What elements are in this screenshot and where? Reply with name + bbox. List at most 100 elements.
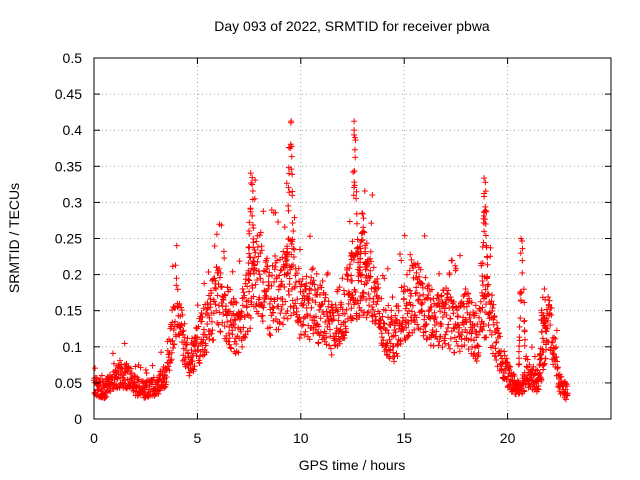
data-point <box>232 317 239 324</box>
data-point <box>360 224 367 231</box>
data-point <box>461 291 468 298</box>
data-point <box>370 306 377 313</box>
data-point <box>304 295 311 302</box>
data-point <box>368 312 375 319</box>
data-point <box>427 342 434 349</box>
data-point <box>279 254 286 261</box>
data-point <box>471 351 478 358</box>
data-point <box>484 261 491 268</box>
data-point <box>213 231 220 238</box>
data-point <box>445 321 452 328</box>
data-point <box>310 330 317 337</box>
data-point <box>245 297 252 304</box>
data-point <box>371 288 378 295</box>
data-point <box>268 206 275 213</box>
data-point <box>532 366 539 373</box>
data-point <box>211 298 218 305</box>
data-point <box>295 265 302 272</box>
data-point <box>483 334 490 341</box>
data-point <box>517 250 524 257</box>
data-point <box>492 345 499 352</box>
data-point <box>208 330 215 337</box>
data-point <box>547 322 554 329</box>
data-point <box>379 272 386 279</box>
data-point <box>521 336 528 343</box>
data-point <box>300 315 307 322</box>
data-point <box>421 312 428 319</box>
data-point <box>255 253 262 260</box>
data-point <box>366 274 373 281</box>
data-point <box>260 208 267 215</box>
data-point <box>442 331 449 338</box>
data-point <box>214 292 221 299</box>
data-point <box>435 291 442 298</box>
data-point <box>379 334 386 341</box>
data-point <box>444 294 451 301</box>
data-point <box>256 232 263 239</box>
y-tick-label: 0.45 <box>55 86 82 102</box>
data-point <box>288 166 295 173</box>
data-point <box>155 390 162 397</box>
data-point <box>213 307 220 314</box>
data-point <box>294 296 301 303</box>
data-point <box>449 257 456 264</box>
data-point <box>516 355 523 362</box>
data-point <box>479 243 486 250</box>
data-point <box>333 325 340 332</box>
data-point <box>362 261 369 268</box>
data-point <box>266 300 273 307</box>
data-point <box>324 313 331 320</box>
data-point <box>468 299 475 306</box>
data-point <box>326 342 333 349</box>
data-point <box>390 343 397 350</box>
data-point <box>335 317 342 324</box>
data-point <box>247 206 254 213</box>
data-point <box>285 202 292 209</box>
data-point <box>353 220 360 227</box>
data-point <box>386 355 393 362</box>
data-point <box>271 298 278 305</box>
data-point <box>378 316 385 323</box>
data-point <box>435 342 442 349</box>
data-point <box>359 230 366 237</box>
data-point <box>220 248 227 255</box>
data-point <box>256 294 263 301</box>
data-point <box>538 316 545 323</box>
data-point <box>291 246 298 253</box>
data-point <box>281 284 288 291</box>
data-point <box>284 308 291 315</box>
data-point <box>200 336 207 343</box>
y-axis-label: SRMTID / TECUs <box>6 183 22 293</box>
data-point <box>288 143 295 150</box>
data-point <box>292 300 299 307</box>
data-point <box>403 302 410 309</box>
data-point <box>244 283 251 290</box>
data-point <box>482 203 489 210</box>
data-point <box>465 336 472 343</box>
data-point <box>351 127 358 134</box>
data-point <box>182 354 189 361</box>
data-point <box>334 308 341 315</box>
data-point <box>289 285 296 292</box>
data-point <box>208 290 215 297</box>
x-tick-label: 5 <box>194 430 202 446</box>
data-point <box>393 316 400 323</box>
data-point <box>246 277 253 284</box>
data-point <box>456 324 463 331</box>
data-point <box>436 270 443 277</box>
x-axis-label: GPS time / hours <box>299 457 406 473</box>
data-point <box>423 320 430 327</box>
data-point <box>388 307 395 314</box>
data-point <box>461 342 468 349</box>
data-point <box>313 270 320 277</box>
data-point <box>526 361 533 368</box>
data-point <box>315 323 322 330</box>
data-point <box>236 258 243 265</box>
data-point <box>457 252 464 259</box>
data-point <box>246 288 253 295</box>
data-point <box>199 314 206 321</box>
data-point <box>471 337 478 344</box>
data-point <box>247 170 254 177</box>
data-point <box>442 340 449 347</box>
data-point <box>181 320 188 327</box>
